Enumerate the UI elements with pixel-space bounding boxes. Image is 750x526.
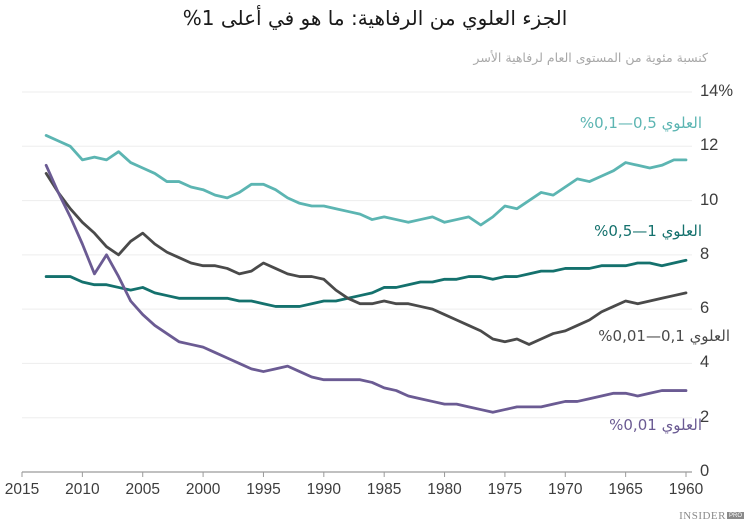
x-axis-label: 2005 (125, 481, 160, 498)
brand-name: INSIDER (679, 510, 726, 522)
brand-tag: PRO (726, 512, 744, 519)
series-label-3: العلوي 0,01% (609, 416, 702, 434)
series-label-2: العلوي 0,1—0,01% (598, 327, 730, 345)
y-axis-label: 4 (700, 353, 710, 372)
x-axis-label: 2015 (4, 481, 40, 498)
chart-subtitle: كنسبة مئوية من المستوى العام لرفاهية الأ… (473, 50, 708, 65)
x-axis-label: 1975 (487, 481, 523, 498)
x-axis-label: 1985 (366, 481, 402, 498)
x-axis-label: 2010 (65, 481, 100, 498)
x-axis-label: 1990 (306, 481, 342, 498)
y-axis-label: 8 (700, 244, 710, 263)
y-axis-label: 2 (700, 407, 710, 426)
y-axis-label: 0 (700, 462, 710, 480)
y-axis-label: 12 (700, 136, 719, 155)
insider-pro-logo: INSIDER PRO (679, 510, 744, 522)
series-line-1 (44, 258, 688, 308)
x-axis-label: 1960 (668, 481, 704, 498)
y-axis-label: 6 (700, 299, 710, 318)
x-axis-label: 1965 (608, 481, 643, 498)
series-label-1: العلوي 1—0,5% (594, 222, 702, 240)
series-label-0: العلوي 0,5—0,1% (579, 114, 702, 132)
series-line-0 (44, 134, 688, 227)
y-axis-label: 10 (700, 190, 719, 209)
x-axis-label: 1980 (427, 481, 462, 498)
y-axis-label: 14% (700, 82, 734, 100)
x-axis-label: 1995 (246, 481, 281, 498)
series-line-3 (44, 163, 688, 414)
x-axis-label: 2000 (185, 481, 221, 498)
series-line-2 (44, 172, 688, 346)
x-axis-label: 1970 (548, 481, 583, 498)
page-title: الجزء العلوي من الرفاهية: ما هو في أعلى … (182, 6, 568, 30)
